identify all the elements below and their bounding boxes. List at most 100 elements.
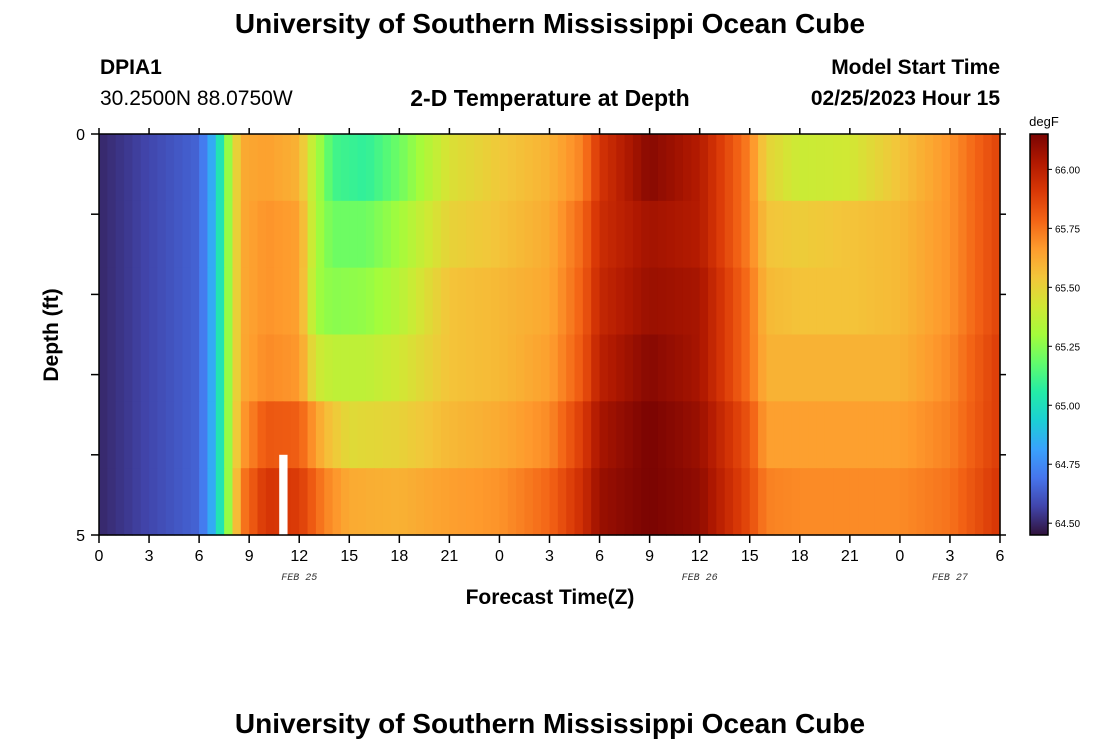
- heatmap-cell: [157, 134, 167, 202]
- heatmap-cell: [983, 468, 993, 536]
- heatmap-cell: [582, 267, 592, 336]
- heatmap-cell: [174, 401, 184, 469]
- heatmap-cell: [974, 134, 984, 202]
- heatmap-cell: [457, 334, 467, 402]
- colorbar: 66.00 65.75 65.50 65.25 65.00 64.75 64.50: [1029, 133, 1080, 536]
- heatmap-cell: [107, 334, 117, 402]
- heatmap-cell: [157, 468, 167, 536]
- heatmap-cell: [716, 334, 726, 402]
- x-tick-label: 6: [595, 548, 604, 565]
- heatmap-cell: [340, 468, 350, 536]
- x-tick-label: 0: [495, 548, 504, 565]
- heatmap-cell: [441, 200, 450, 269]
- heatmap-cell: [466, 334, 476, 402]
- heatmap-cell: [908, 401, 918, 469]
- heatmap-cell: [232, 200, 242, 269]
- heatmap-cell: [749, 200, 759, 269]
- heatmap-cell: [374, 334, 384, 402]
- heatmap-cell: [274, 334, 284, 402]
- heatmap-cell: [708, 334, 717, 402]
- heatmap-cell: [274, 401, 284, 469]
- heatmap-cell: [891, 401, 901, 469]
- heatmap-cell: [399, 267, 409, 336]
- heatmap-cell: [257, 334, 267, 402]
- heatmap-cell: [441, 267, 450, 336]
- heatmap-cell: [624, 334, 634, 402]
- heatmap-cell: [315, 334, 325, 402]
- heatmap-cell: [574, 468, 584, 536]
- heatmap-cell: [424, 401, 434, 469]
- colorbar-tick-label: 65.50: [1055, 283, 1080, 294]
- heatmap-cell: [891, 267, 901, 336]
- heatmap-cell: [482, 334, 492, 402]
- heatmap-cell: [340, 267, 350, 336]
- heatmap-cell: [808, 468, 818, 536]
- heatmap-cell: [199, 401, 209, 469]
- heatmap-cell: [682, 134, 692, 202]
- heatmap-cell: [666, 200, 676, 269]
- heatmap-cell: [958, 267, 968, 336]
- heatmap-cell: [741, 134, 751, 202]
- heatmap-cell: [749, 134, 759, 202]
- heatmap-cell: [841, 267, 851, 336]
- x-tick-label: 3: [945, 548, 954, 565]
- heatmap-cell: [149, 401, 158, 469]
- heatmap-cell: [983, 334, 993, 402]
- heatmap-cell: [849, 267, 859, 336]
- heatmap-cell: [265, 200, 275, 269]
- heatmap-cell: [607, 468, 617, 536]
- heatmap-cell: [240, 468, 250, 536]
- heatmap-cell: [958, 334, 968, 402]
- heatmap-cell: [924, 468, 934, 536]
- heatmap-cell: [883, 401, 893, 469]
- heatmap-cell: [332, 200, 342, 269]
- heatmap-cell: [724, 334, 734, 402]
- heatmap-cell: [824, 200, 834, 269]
- heatmap-cell: [157, 401, 167, 469]
- heatmap-cell: [666, 468, 676, 536]
- heatmap-cell: [974, 267, 984, 336]
- heatmap-cell: [666, 334, 676, 402]
- heatmap-cell: [791, 468, 801, 536]
- heatmap-cell: [774, 200, 784, 269]
- heatmap-cell: [140, 134, 150, 202]
- heatmap-cell: [524, 468, 534, 536]
- heatmap-cell: [282, 267, 292, 336]
- heatmap-cell: [466, 267, 476, 336]
- heatmap-cell: [824, 267, 834, 336]
- heatmap-cell: [449, 401, 459, 469]
- heatmap-cell: [816, 401, 826, 469]
- heatmap-cell: [499, 468, 509, 536]
- heatmap-cell: [299, 334, 309, 402]
- heatmap-cell: [866, 401, 876, 469]
- heatmap-cell: [140, 401, 150, 469]
- heatmap-cell: [924, 267, 934, 336]
- heatmap-cell: [983, 401, 993, 469]
- heatmap-cell: [424, 134, 434, 202]
- heatmap-cell: [199, 200, 209, 269]
- heatmap-cell: [908, 200, 918, 269]
- heatmap-cell: [966, 134, 976, 202]
- heatmap-cell: [374, 401, 384, 469]
- heatmap-cell: [699, 134, 709, 202]
- heatmap-cell: [691, 334, 701, 402]
- heatmap-cell: [157, 334, 167, 402]
- heatmap-cell: [265, 267, 275, 336]
- heatmap-cell: [365, 401, 375, 469]
- heatmap-cell: [708, 468, 717, 536]
- heatmap-cell: [457, 134, 467, 202]
- heatmap-cell: [232, 134, 242, 202]
- heatmap-cell: [474, 468, 484, 536]
- heatmap-cell: [399, 134, 409, 202]
- heatmap-cell: [783, 334, 793, 402]
- heatmap-cell: [491, 267, 501, 336]
- heatmap-cell: [557, 468, 567, 536]
- heatmap-cell: [240, 134, 250, 202]
- heatmap-cell: [132, 134, 142, 202]
- heatmap-cell: [874, 267, 884, 336]
- heatmap-cell: [716, 200, 726, 269]
- heatmap-cell: [249, 267, 259, 336]
- heatmap-cell: [441, 468, 450, 536]
- heatmap-cell: [624, 468, 634, 536]
- heatmap-cell: [566, 334, 576, 402]
